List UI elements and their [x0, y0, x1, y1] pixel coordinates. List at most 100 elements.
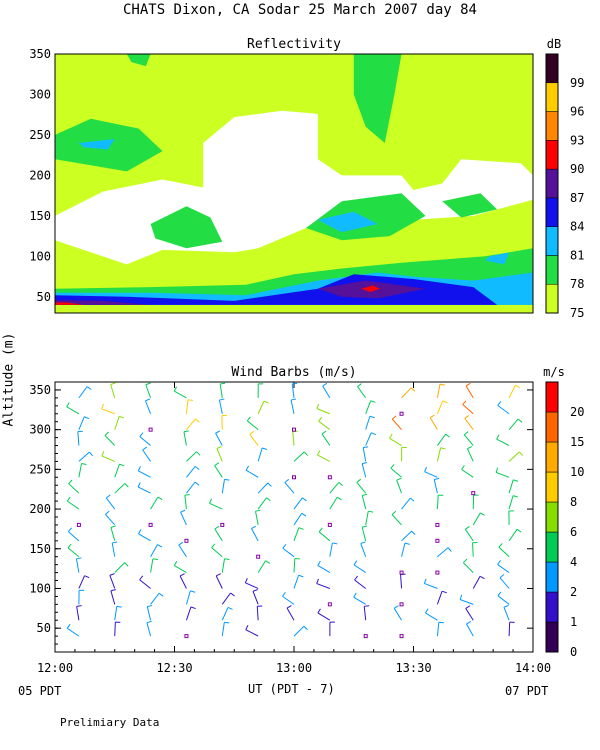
wind-barb-flag — [390, 464, 395, 469]
wind-barb-staff — [78, 463, 82, 478]
wind-barb-flag — [216, 573, 221, 577]
wind-barb-staff — [329, 482, 340, 494]
wind-barb-staff — [353, 596, 366, 605]
wind-barb-flag — [368, 510, 374, 513]
wind-barb-staff — [433, 479, 438, 494]
wind-barb-staff — [317, 612, 331, 621]
wind-barb-flag — [116, 605, 122, 608]
wind-barb-staff — [150, 558, 154, 573]
wind-barb-flag — [396, 477, 402, 481]
reflectivity-region-87 — [55, 300, 151, 305]
wind-barb-flag — [139, 432, 144, 437]
wind-xtick-label: 14:00 — [515, 661, 551, 675]
wind-barb-staff — [365, 432, 372, 446]
reflectivity-region-84 — [55, 274, 498, 305]
wind-barb-flag — [67, 543, 72, 549]
wind-title: Wind Barbs (m/s) — [231, 365, 356, 380]
wind-calm-marker — [327, 522, 332, 527]
wind-colorbar-label: 8 — [570, 495, 577, 509]
wind-colorbar-label: 15 — [570, 435, 584, 449]
wind-barb-flag — [227, 606, 233, 610]
wind-colorbar-label: 10 — [570, 465, 584, 479]
wind-barb-flag — [76, 605, 82, 607]
wind-barb-staff — [472, 512, 481, 526]
wind-colorbar-swatch — [545, 531, 559, 563]
wind-barb-flag — [321, 430, 327, 435]
wind-barb-flag — [173, 561, 178, 566]
wind-barb-staff — [293, 575, 300, 589]
reflectivity-ytick-label: 150 — [29, 209, 51, 223]
wind-barb-staff — [329, 542, 333, 557]
reflectivity-region-78 — [442, 193, 498, 218]
reflectivity-regions — [55, 54, 533, 313]
wind-barb-flag — [425, 608, 429, 614]
wind-calm-marker — [399, 411, 404, 416]
wind-barb-flag — [303, 451, 309, 456]
wind-barb-flag — [220, 382, 226, 385]
wind-barb-staff — [436, 400, 444, 414]
wind-barb-staff — [361, 527, 367, 541]
wind-barb-flag — [438, 621, 444, 624]
reflectivity-ytick-label: 250 — [29, 128, 51, 142]
wind-barb-staff — [174, 565, 187, 574]
wind-barb-staff — [142, 449, 152, 462]
wind-barb-staff — [362, 447, 367, 462]
wind-barb-staff — [110, 527, 116, 541]
wind-barb-flag — [447, 547, 452, 552]
wind-barb-flag — [142, 446, 148, 451]
wind-barb-staff — [472, 576, 481, 589]
reflectivity-colorbar-swatch — [545, 168, 559, 199]
wind-colorbar-swatch — [545, 381, 559, 413]
wind-barb-flag — [286, 605, 292, 609]
wind-barb-flag — [512, 495, 519, 498]
wind-barb-flag — [302, 497, 307, 502]
wind-barb-staff — [150, 544, 158, 557]
wind-calm-marker — [471, 491, 476, 496]
wind-barb-flag — [190, 590, 196, 593]
wind-barb-flag — [112, 541, 118, 544]
wind-barb-flag — [251, 525, 257, 529]
wind-calm-marker — [327, 475, 332, 480]
wind-barb-flag — [463, 558, 468, 564]
wind-barb-flag — [267, 482, 272, 487]
wind-barb-staff — [472, 542, 474, 557]
wind-barb-staff — [111, 542, 116, 557]
wind-barb-flag — [183, 430, 189, 433]
wind-barb-staff — [425, 612, 438, 621]
wind-calm-marker — [435, 570, 440, 575]
wind-barb-flag — [219, 398, 225, 401]
wind-barb-staff — [318, 420, 331, 431]
wind-barb-staff — [465, 608, 474, 621]
wind-barb-flag — [214, 462, 220, 467]
wind-barb-flag — [84, 416, 90, 420]
wind-barb-staff — [221, 592, 231, 605]
wind-colorbar-label: 1 — [570, 615, 577, 629]
reflectivity-colorbar-swatch — [545, 283, 559, 314]
wind-barb-staff — [139, 436, 151, 446]
wind-barb-flag — [353, 592, 357, 598]
wind-barb-staff — [185, 399, 189, 414]
wind-barb-staff — [497, 405, 510, 415]
wind-barb-staff — [360, 543, 367, 557]
wind-barb-staff — [503, 607, 510, 621]
wind-barb-flag — [211, 543, 216, 548]
wind-barb-staff — [317, 454, 331, 462]
wind-barb-flag — [503, 604, 509, 608]
reflectivity-ytick-label: 100 — [29, 249, 51, 263]
wind-barb-flag — [301, 512, 307, 517]
wind-barb-staff — [508, 418, 519, 430]
wind-barb-staff — [245, 582, 259, 589]
wind-barb-staff — [215, 575, 223, 589]
wind-barb-staff — [284, 482, 295, 494]
wind-barb-flag — [139, 575, 144, 581]
wind-barb-staff — [68, 483, 80, 494]
wind-barb-flag — [498, 543, 503, 548]
wind-barb-staff — [214, 465, 223, 478]
wind-ytick-label: 50 — [37, 621, 51, 635]
wind-barb-flag — [316, 450, 321, 456]
wind-barb-staff — [221, 479, 225, 494]
reflectivity-region-81 — [78, 139, 115, 150]
wind-barb-staff — [495, 471, 510, 478]
wind-barb-staff — [356, 482, 367, 494]
reflectivity-region-78 — [126, 54, 151, 67]
